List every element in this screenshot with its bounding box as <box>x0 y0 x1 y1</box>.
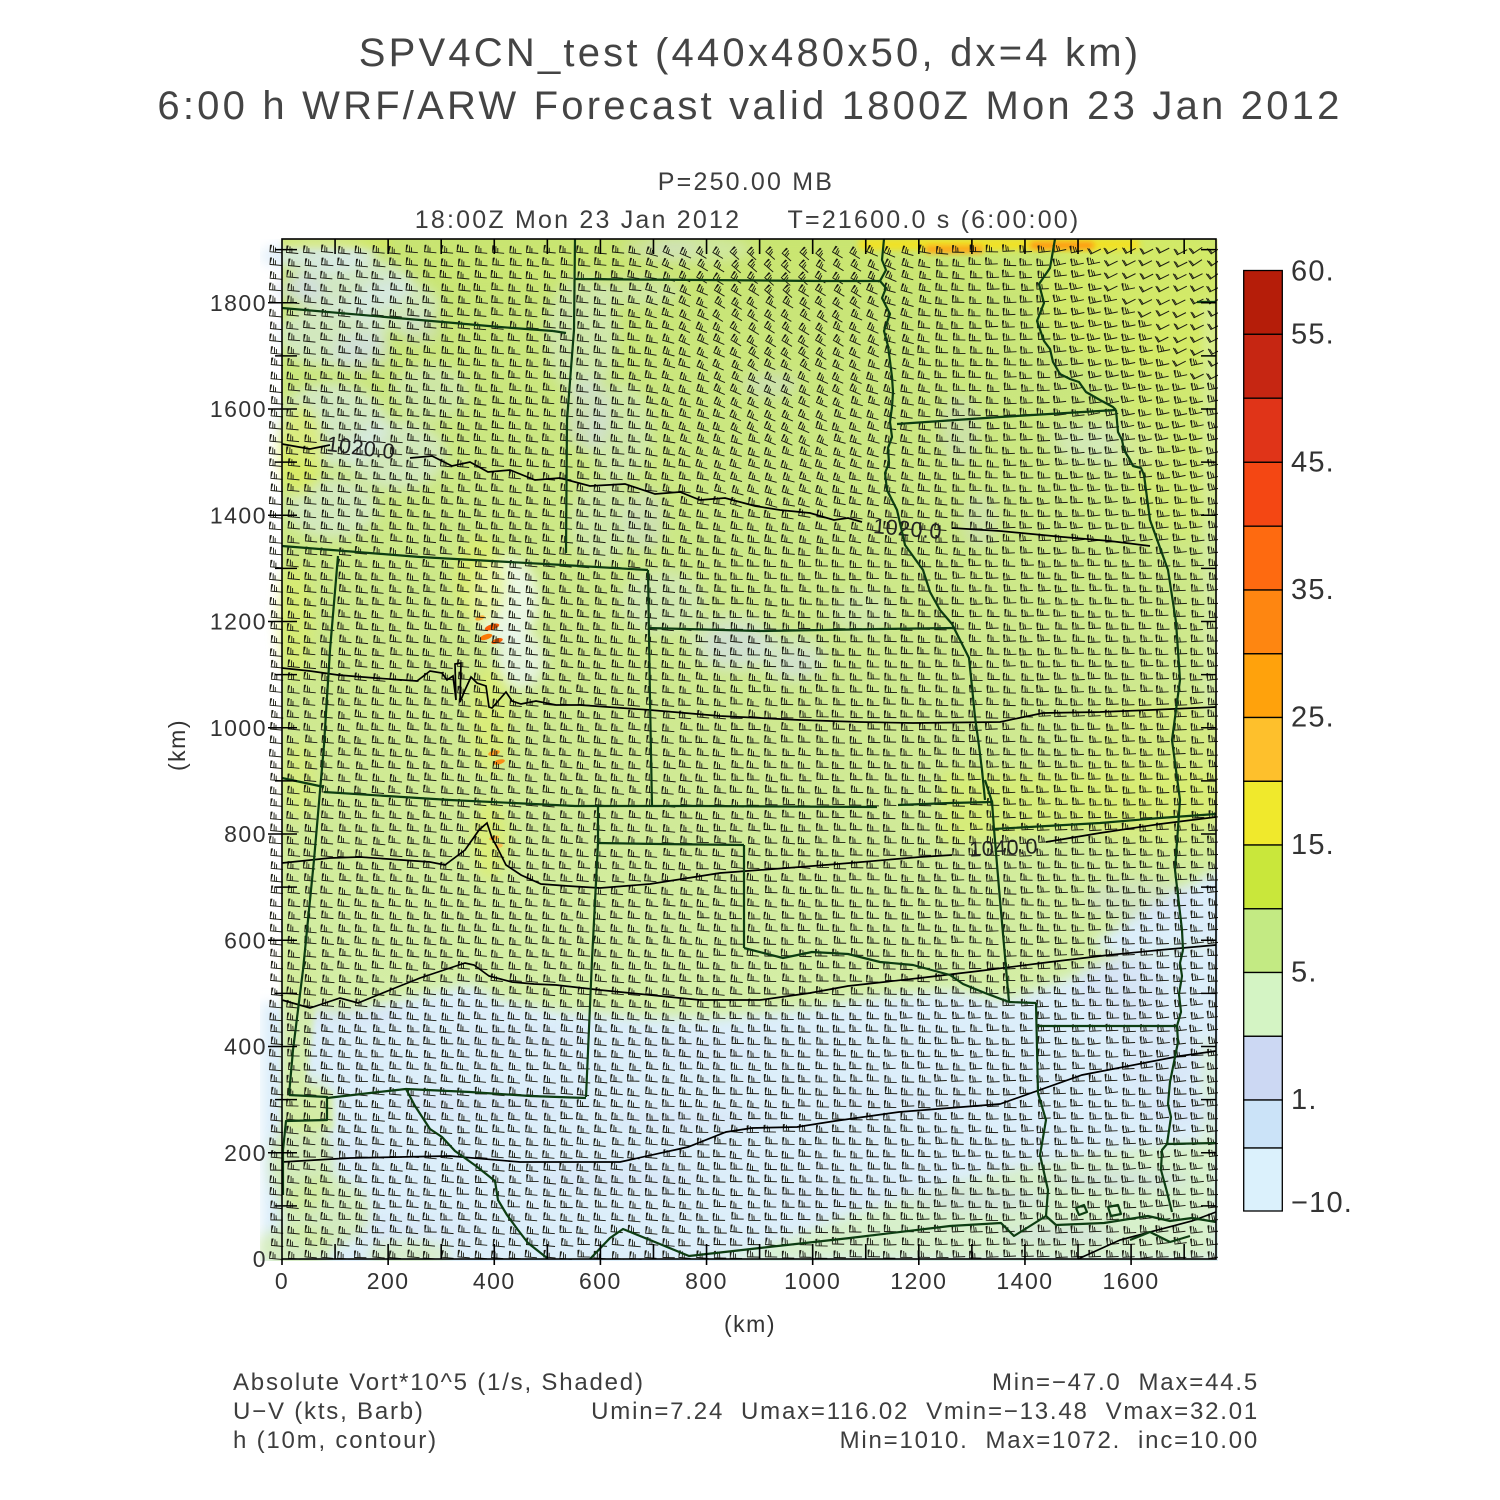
svg-text:−10.: −10. <box>1291 1187 1353 1219</box>
svg-text:1200: 1200 <box>210 609 267 635</box>
svg-text:1400: 1400 <box>210 502 267 528</box>
svg-text:15.: 15. <box>1291 829 1335 861</box>
svg-text:T=21600.0 s (6:00:00): T=21600.0 s (6:00:00) <box>788 206 1081 234</box>
svg-text:1400: 1400 <box>996 1268 1053 1294</box>
svg-text:U−V (kts, Barb): U−V (kts, Barb) <box>233 1398 425 1425</box>
svg-text:1000: 1000 <box>784 1268 841 1294</box>
svg-text:25.: 25. <box>1291 702 1335 734</box>
svg-text:SPV4CN_test (440x480x50, dx=4: SPV4CN_test (440x480x50, dx=4 km) <box>359 31 1142 75</box>
svg-text:600: 600 <box>224 927 267 953</box>
svg-text:1800: 1800 <box>210 290 267 316</box>
svg-text:0: 0 <box>275 1268 289 1294</box>
svg-text:1600: 1600 <box>210 396 267 422</box>
svg-text:1600: 1600 <box>1103 1268 1160 1294</box>
svg-text:Absolute Vort*10^5 (1/s, Shade: Absolute Vort*10^5 (1/s, Shaded) <box>233 1369 645 1396</box>
svg-text:400: 400 <box>224 1034 267 1060</box>
svg-text:(km): (km) <box>164 719 190 771</box>
svg-text:Min=−47.0 Max=44.5: Min=−47.0 Max=44.5 <box>992 1369 1259 1396</box>
svg-text:60.: 60. <box>1291 256 1335 288</box>
svg-text:6:00 h WRF/ARW Forecast valid: 6:00 h WRF/ARW Forecast valid 1800Z Mon … <box>157 84 1342 128</box>
svg-text:400: 400 <box>473 1268 516 1294</box>
svg-text:Umin=7.24 Umax=116.02 Vmin=−: Umin=7.24 Umax=116.02 Vmin=−13.48 Vmax=3… <box>591 1398 1259 1425</box>
svg-text:35.: 35. <box>1291 574 1335 606</box>
svg-text:1000: 1000 <box>210 715 267 741</box>
svg-text:Min=1010. Max=1072. inc=10.0: Min=1010. Max=1072. inc=10.00 <box>840 1427 1259 1454</box>
svg-text:800: 800 <box>685 1268 728 1294</box>
svg-text:P=250.00 MB: P=250.00 MB <box>658 168 834 196</box>
svg-text:200: 200 <box>367 1268 410 1294</box>
svg-text:200: 200 <box>224 1140 267 1166</box>
svg-text:1040.0: 1040.0 <box>969 834 1039 862</box>
svg-text:1.: 1. <box>1291 1084 1318 1116</box>
svg-text:1200: 1200 <box>890 1268 947 1294</box>
svg-text:(km): (km) <box>724 1311 776 1337</box>
svg-text:18:00Z Mon 23 Jan 2012: 18:00Z Mon 23 Jan 2012 <box>415 206 741 234</box>
svg-text:600: 600 <box>579 1268 622 1294</box>
svg-text:45.: 45. <box>1291 446 1335 478</box>
svg-text:5.: 5. <box>1291 957 1318 989</box>
svg-text:h (10m, contour): h (10m, contour) <box>233 1427 438 1454</box>
svg-text:0: 0 <box>253 1246 267 1272</box>
svg-text:55.: 55. <box>1291 318 1335 350</box>
svg-text:800: 800 <box>224 821 267 847</box>
